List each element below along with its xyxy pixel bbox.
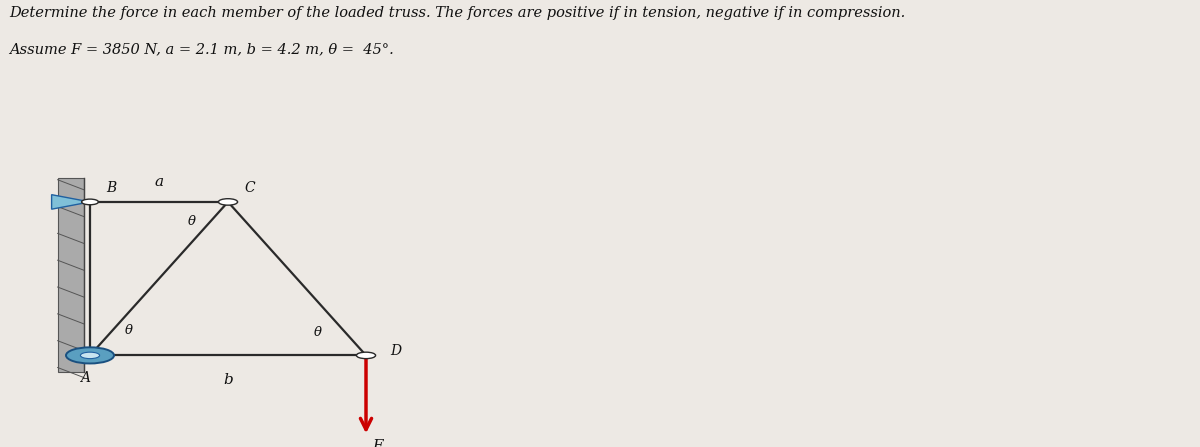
Circle shape bbox=[82, 199, 98, 205]
Text: θ: θ bbox=[314, 326, 322, 339]
Text: A: A bbox=[80, 371, 90, 384]
Polygon shape bbox=[52, 194, 90, 209]
Text: θ: θ bbox=[188, 215, 196, 228]
Circle shape bbox=[218, 199, 238, 205]
Circle shape bbox=[66, 347, 114, 363]
Text: B: B bbox=[107, 181, 116, 195]
Bar bbox=[58, 178, 84, 371]
Text: a: a bbox=[155, 175, 163, 189]
Text: F: F bbox=[373, 439, 383, 447]
Text: b: b bbox=[223, 373, 233, 387]
Text: θ: θ bbox=[125, 325, 132, 337]
Text: D: D bbox=[390, 344, 402, 358]
Circle shape bbox=[80, 352, 100, 358]
Text: Assume F = 3850 N, a = 2.1 m, b = 4.2 m, θ =  45°.: Assume F = 3850 N, a = 2.1 m, b = 4.2 m,… bbox=[10, 42, 395, 56]
Text: Determine the force in each member of the loaded truss. The forces are positive : Determine the force in each member of th… bbox=[10, 6, 906, 20]
Text: C: C bbox=[245, 181, 254, 195]
Circle shape bbox=[356, 352, 376, 358]
